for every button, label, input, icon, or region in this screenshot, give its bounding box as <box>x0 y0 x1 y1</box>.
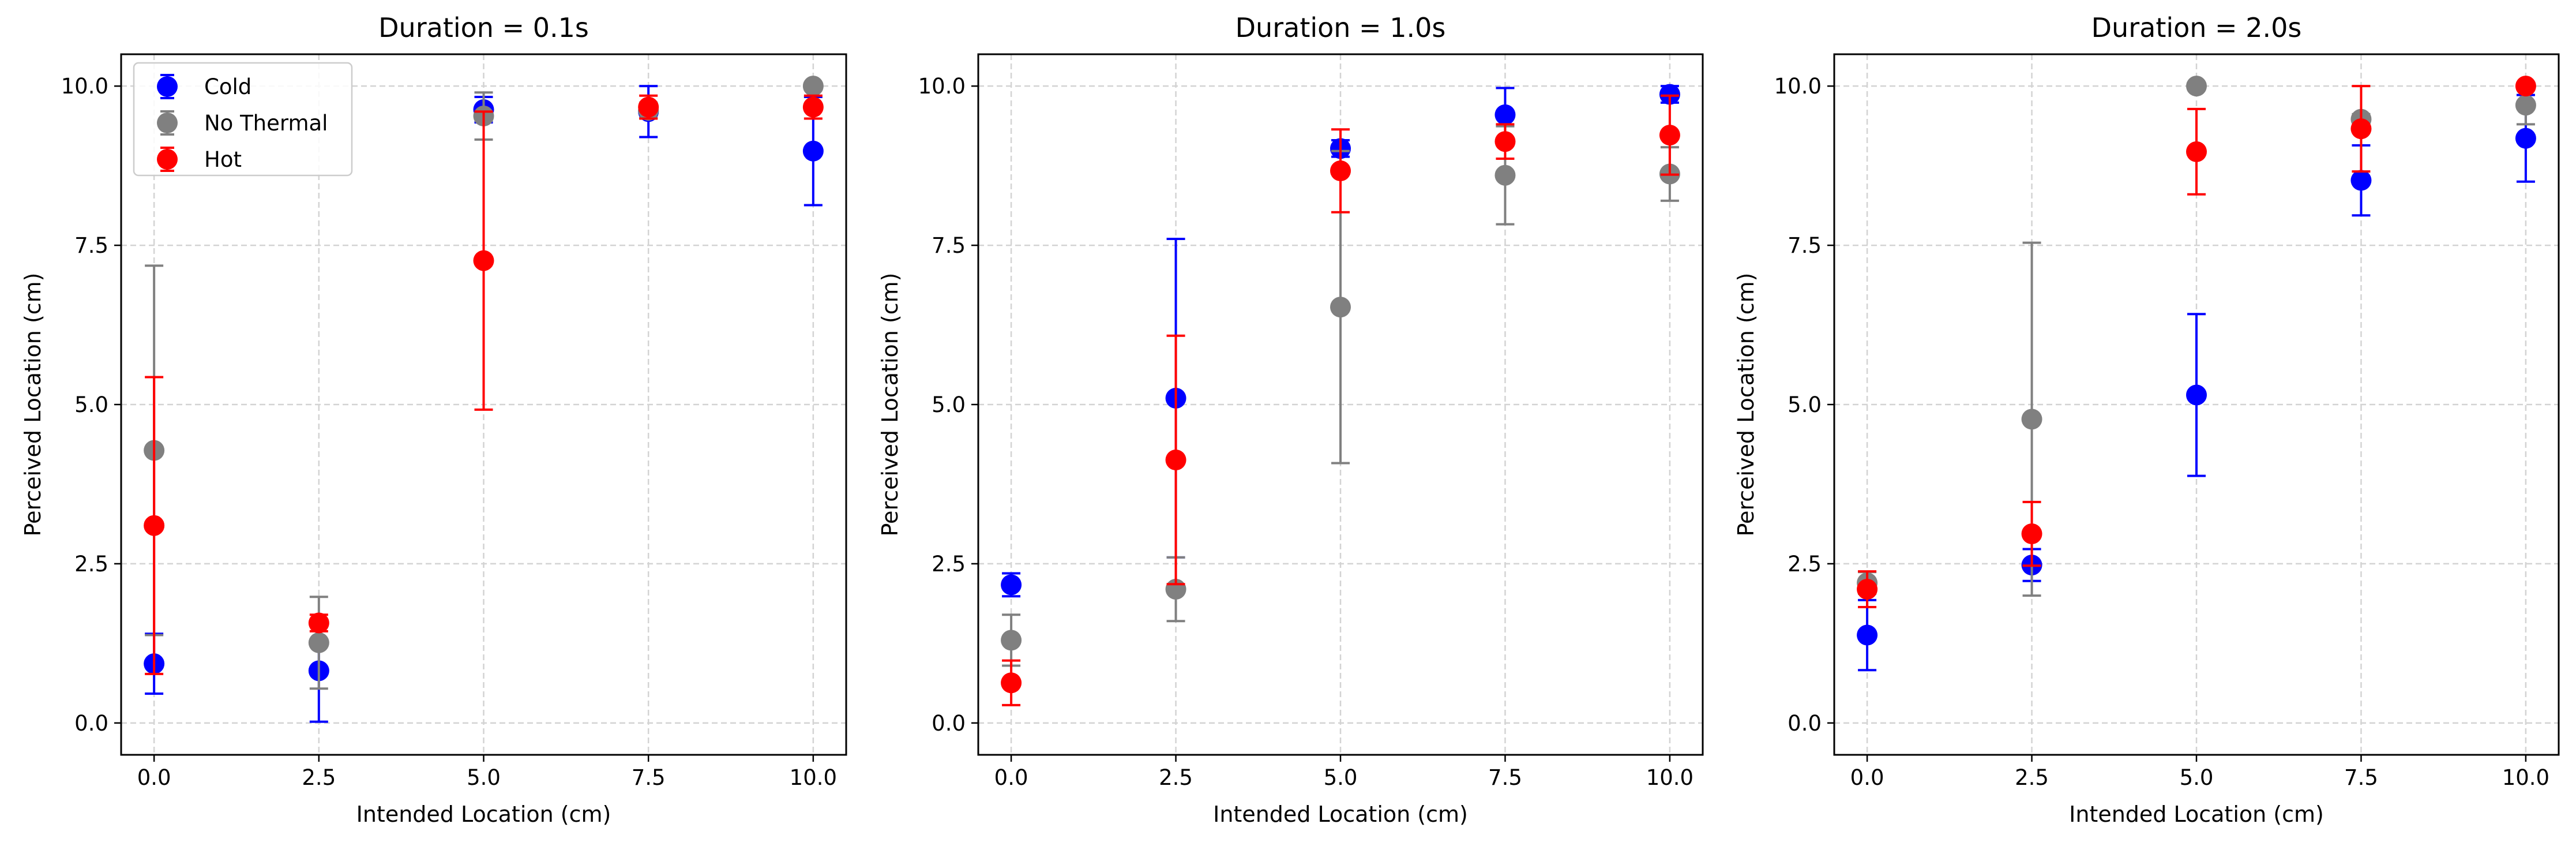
x-tick-label: 7.5 <box>2344 765 2378 790</box>
x-tick-label: 0.0 <box>1850 765 1884 790</box>
y-tick-label: 0.0 <box>74 711 108 736</box>
x-tick-label: 10.0 <box>2502 765 2549 790</box>
data-point <box>1165 450 1186 471</box>
x-tick-label: 2.5 <box>2015 765 2049 790</box>
legend-entry: No Thermal <box>157 110 328 136</box>
data-point <box>1330 297 1351 318</box>
subplot-title: Duration = 2.0s <box>2091 12 2302 43</box>
data-point <box>802 140 824 162</box>
data-point <box>2186 384 2207 406</box>
data-point <box>1001 630 1022 651</box>
y-tick-label: 2.5 <box>74 552 108 577</box>
x-axis-label: Intended Location (cm) <box>356 802 611 827</box>
data-point <box>144 515 165 536</box>
data-point <box>1330 160 1351 181</box>
axes-frame <box>977 53 1704 756</box>
x-tick-label: 10.0 <box>1646 765 1693 790</box>
y-tick-label: 7.5 <box>932 233 966 258</box>
data-point <box>1494 164 1516 186</box>
x-axis-label: Intended Location (cm) <box>1213 802 1468 827</box>
y-tick-label: 0.0 <box>932 711 966 736</box>
legend-box <box>133 62 353 177</box>
axes-frame <box>120 53 847 756</box>
series-hot <box>1857 76 2536 608</box>
data-point <box>638 96 659 118</box>
series-cold <box>1857 93 2536 672</box>
y-tick-label: 2.5 <box>1788 552 1822 577</box>
legend-marker <box>157 113 178 133</box>
legend-label: Hot <box>204 147 242 172</box>
legend-marker <box>157 76 178 97</box>
y-tick-label: 10.0 <box>61 74 108 99</box>
data-point <box>2021 523 2042 545</box>
data-point <box>1659 84 1680 105</box>
x-axis-label: Intended Location (cm) <box>2069 802 2324 827</box>
x-tick-label: 5.0 <box>2180 765 2214 790</box>
y-axis-label: Perceived Location (cm) <box>1733 273 1759 537</box>
data-point <box>802 96 824 118</box>
y-tick-label: 10.0 <box>1774 74 1822 99</box>
subplot-1: 0.0 2.5 5.0 7.5 10.0 0.0 2.5 5.0 7.5 10.0 Duration… <box>20 12 847 827</box>
data-point <box>802 76 824 97</box>
data-point <box>308 632 329 653</box>
legend-marker <box>157 149 178 170</box>
y-axis-label: Perceived Location (cm) <box>20 273 46 537</box>
y-tick-label: 5.0 <box>1788 392 1822 417</box>
data-point <box>1001 672 1022 694</box>
y-tick-label: 0.0 <box>1788 711 1822 736</box>
subplot-title: Duration = 1.0s <box>1236 12 1446 43</box>
data-point <box>1001 574 1022 596</box>
y-tick-label: 7.5 <box>74 233 108 258</box>
x-tick-label: 2.5 <box>1159 765 1193 790</box>
data-point <box>1857 579 1878 600</box>
x-tick-label: 2.5 <box>302 765 336 790</box>
data-point <box>2515 128 2536 149</box>
data-point <box>2186 76 2207 97</box>
y-tick-label: 5.0 <box>74 392 108 417</box>
data-point <box>2350 170 2372 191</box>
series-hot <box>1001 94 1680 706</box>
data-point <box>2515 76 2536 97</box>
legend-label: Cold <box>204 74 251 99</box>
subplot-title: Duration = 0.1s <box>378 12 589 43</box>
data-point <box>2021 409 2042 430</box>
data-point <box>2515 95 2536 116</box>
legend-entry: Hot <box>157 147 242 172</box>
subplot-3: 0.0 2.5 5.0 7.5 10.0 0.0 2.5 5.0 7.5 10.0 Duration… <box>1733 12 2560 827</box>
y-tick-label: 2.5 <box>932 552 966 577</box>
data-point <box>1857 624 1878 646</box>
x-tick-label: 7.5 <box>632 765 666 790</box>
y-tick-label: 10.0 <box>918 74 966 99</box>
axes-frame <box>1833 53 2560 756</box>
x-tick-label: 0.0 <box>137 765 171 790</box>
x-tick-label: 5.0 <box>467 765 501 790</box>
data-point <box>473 250 494 271</box>
data-point <box>1494 104 1516 125</box>
series-hot <box>144 94 824 675</box>
subplot-2: 0.0 2.5 5.0 7.5 10.0 0.0 2.5 5.0 7.5 10.0 Duration… <box>877 12 1704 827</box>
x-tick-label: 5.0 <box>1324 765 1358 790</box>
x-tick-label: 10.0 <box>790 765 837 790</box>
data-point <box>2186 141 2207 162</box>
legend-entry: Cold <box>157 74 251 99</box>
data-point <box>1659 125 1680 146</box>
legend-label: No Thermal <box>204 111 328 136</box>
legend: Cold No Thermal Hot <box>133 62 353 177</box>
data-point <box>1494 131 1516 152</box>
x-tick-label: 0.0 <box>994 765 1028 790</box>
data-point <box>308 612 329 634</box>
y-tick-label: 7.5 <box>1788 233 1822 258</box>
data-point <box>2350 118 2372 140</box>
x-tick-label: 7.5 <box>1488 765 1522 790</box>
y-tick-label: 5.0 <box>932 392 966 417</box>
y-axis-label: Perceived Location (cm) <box>877 273 903 537</box>
